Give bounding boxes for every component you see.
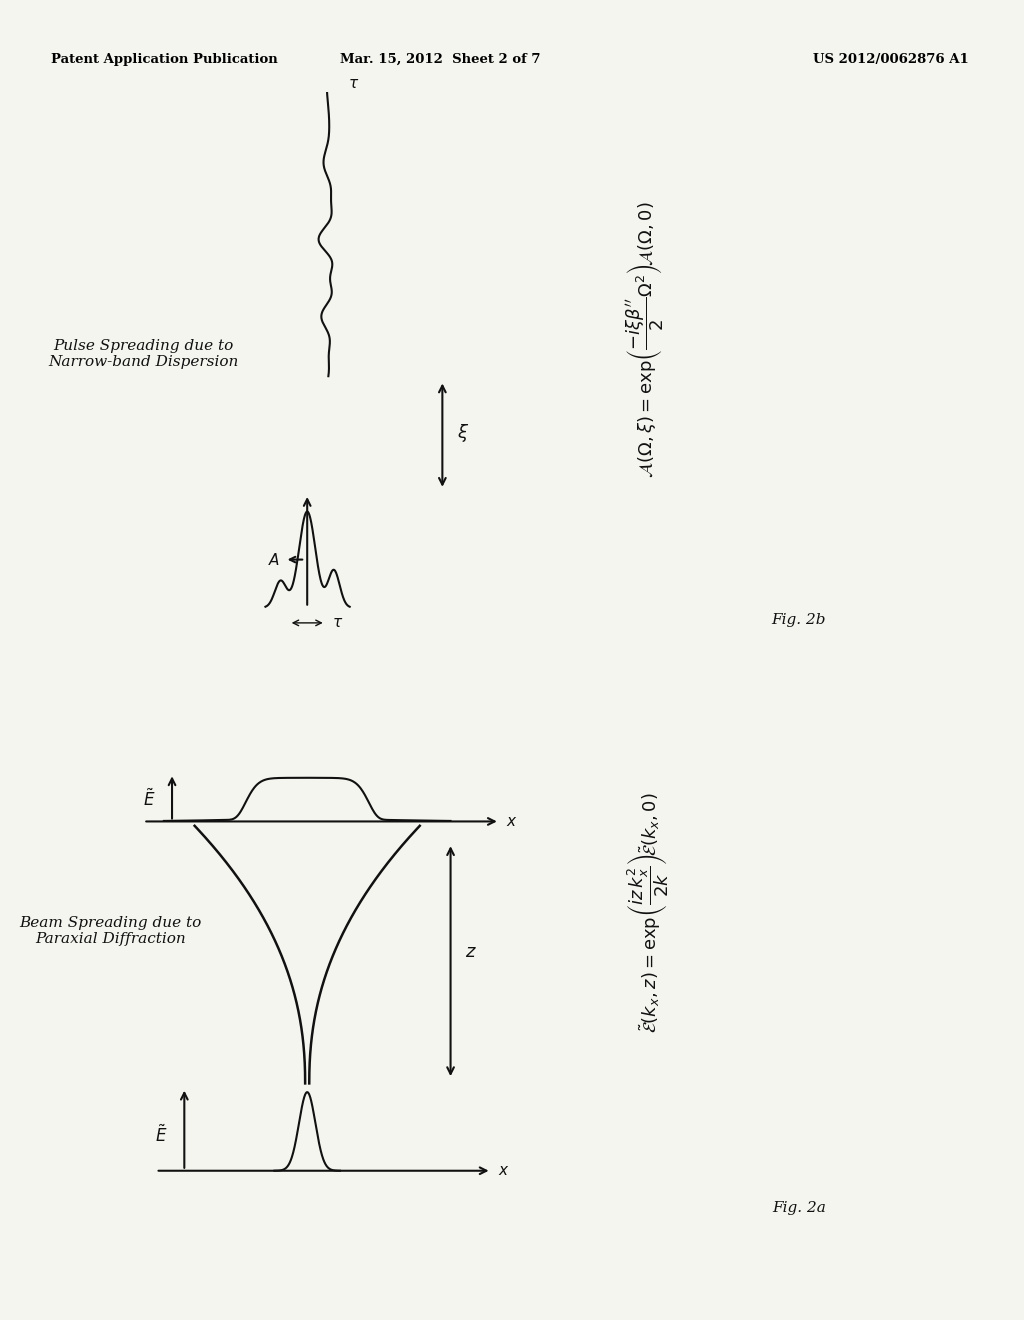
- Text: $\xi$: $\xi$: [457, 422, 469, 444]
- Text: Fig. 2a: Fig. 2a: [772, 1201, 825, 1214]
- Text: US 2012/0062876 A1: US 2012/0062876 A1: [813, 53, 969, 66]
- Text: $\mathcal{A}(\Omega,\xi) = \exp\!\left(\dfrac{-i\xi\beta^{\prime\prime}}{2}\Omeg: $\mathcal{A}(\Omega,\xi) = \exp\!\left(\…: [625, 202, 667, 478]
- Text: $z$: $z$: [465, 944, 477, 961]
- Text: $\tau$: $\tau$: [332, 615, 343, 631]
- Text: $\tilde{E}$: $\tilde{E}$: [156, 1125, 168, 1147]
- Text: Patent Application Publication: Patent Application Publication: [51, 53, 278, 66]
- Text: Fig. 2b: Fig. 2b: [771, 614, 826, 627]
- Text: $x$: $x$: [506, 814, 517, 829]
- Text: $A$: $A$: [268, 552, 281, 568]
- Text: Pulse Spreading due to
Narrow-band Dispersion: Pulse Spreading due to Narrow-band Dispe…: [48, 339, 239, 370]
- Text: Mar. 15, 2012  Sheet 2 of 7: Mar. 15, 2012 Sheet 2 of 7: [340, 53, 541, 66]
- Text: $\tau$: $\tau$: [348, 77, 359, 91]
- Text: $\tilde{E}$: $\tilde{E}$: [143, 789, 156, 810]
- Text: $x$: $x$: [498, 1163, 509, 1179]
- Text: Beam Spreading due to
Paraxial Diffraction: Beam Spreading due to Paraxial Diffracti…: [19, 916, 202, 945]
- Text: $\tilde{\mathcal{E}}(k_x,z) = \exp\!\left(\dfrac{iz\,k_x^2}{2k}\right)\!\tilde{\: $\tilde{\mathcal{E}}(k_x,z) = \exp\!\lef…: [625, 792, 670, 1032]
